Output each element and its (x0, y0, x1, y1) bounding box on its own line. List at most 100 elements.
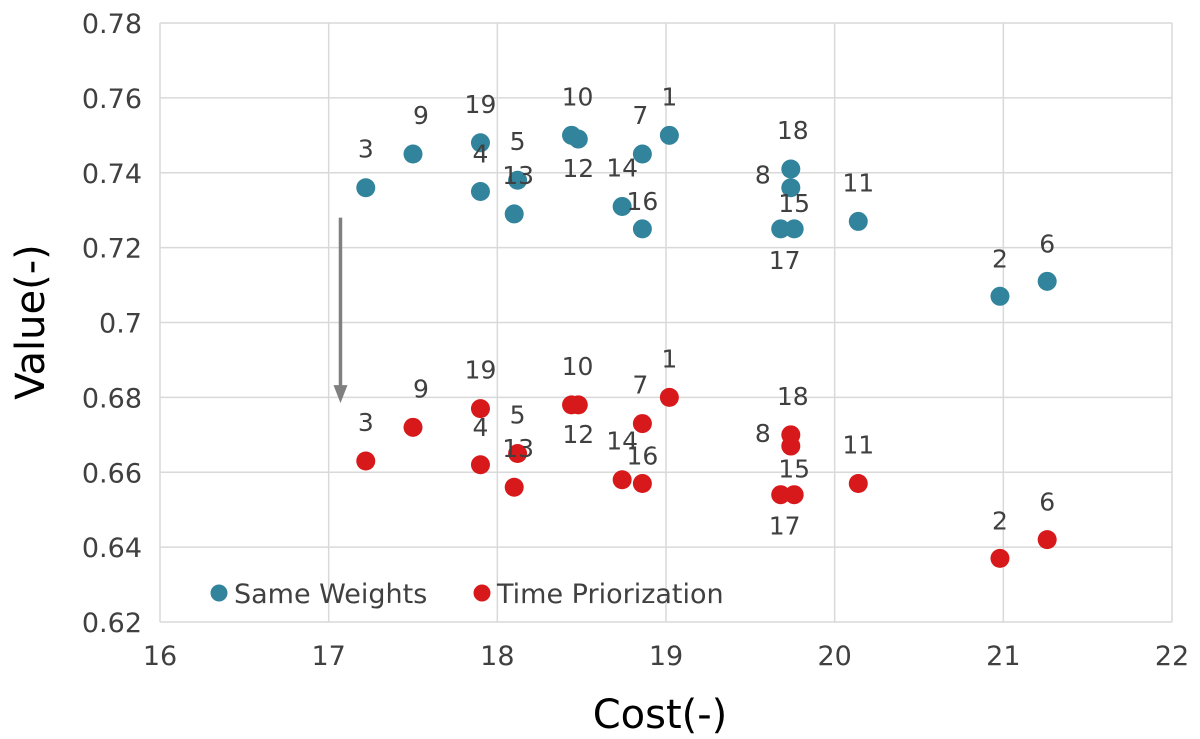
data-point (612, 470, 632, 490)
point-label: 17 (769, 246, 801, 275)
y-tick-label: 0.62 (82, 608, 142, 639)
data-point (771, 219, 791, 239)
point-label: 7 (632, 371, 648, 400)
data-point (781, 159, 801, 179)
point-label: 5 (510, 401, 526, 430)
point-label: 15 (778, 189, 810, 218)
point-label: 19 (465, 90, 497, 119)
data-points (356, 125, 1057, 568)
legend-marker (210, 584, 228, 602)
point-label: 17 (769, 512, 801, 541)
y-tick-label: 0.7 (99, 309, 142, 340)
data-point (771, 485, 791, 505)
x-tick-label: 21 (986, 641, 1020, 672)
data-point (403, 417, 423, 437)
y-tick-label: 0.68 (82, 383, 142, 414)
point-label: 9 (413, 374, 429, 403)
point-label: 8 (755, 419, 771, 448)
point-label: 2 (992, 244, 1008, 273)
point-label: 2 (992, 506, 1008, 535)
point-label: 10 (562, 82, 594, 111)
data-point (612, 196, 632, 216)
data-point (784, 219, 804, 239)
data-point (632, 219, 652, 239)
point-label: 16 (626, 187, 658, 216)
y-tick-label: 0.72 (82, 234, 142, 265)
x-tick-label: 22 (1155, 641, 1189, 672)
point-label: 10 (562, 352, 594, 381)
data-point (504, 204, 524, 224)
data-point (470, 455, 490, 475)
data-point (990, 286, 1010, 306)
data-point (568, 129, 588, 149)
data-point (470, 133, 490, 153)
y-tick-label: 0.78 (82, 9, 142, 40)
data-point (659, 387, 679, 407)
data-point (568, 395, 588, 415)
x-tick-label: 16 (143, 641, 177, 672)
point-label: 13 (502, 161, 534, 190)
data-point (659, 125, 679, 145)
point-label: 1 (661, 82, 677, 111)
y-tick-label: 0.66 (82, 458, 142, 489)
point-label: 12 (562, 420, 594, 449)
point-label: 6 (1039, 229, 1055, 258)
data-point (470, 181, 490, 201)
y-axis-title: Value(-) (8, 244, 54, 400)
data-point (990, 548, 1010, 568)
legend-label: Time Priorization (496, 579, 724, 610)
data-point (848, 473, 868, 493)
point-label: 4 (473, 139, 489, 168)
legend-marker (473, 584, 491, 602)
x-tick-label: 20 (817, 641, 851, 672)
point-label: 3 (358, 135, 374, 164)
point-label: 1 (661, 344, 677, 373)
data-point (470, 399, 490, 419)
point-label: 14 (606, 427, 638, 456)
data-point (632, 473, 652, 493)
data-point (356, 451, 376, 471)
point-label: 11 (842, 430, 874, 459)
point-label: 14 (606, 153, 638, 182)
point-label: 4 (473, 413, 489, 442)
data-point (1037, 271, 1057, 291)
data-point (632, 144, 652, 164)
legend: Same Weights Time Priorization (210, 579, 724, 610)
point-label: 9 (413, 101, 429, 130)
point-label: 7 (632, 101, 648, 130)
x-tick-label: 18 (480, 641, 514, 672)
point-label: 15 (778, 455, 810, 484)
point-label: 8 (755, 161, 771, 190)
point-label: 11 (842, 168, 874, 197)
data-point (508, 170, 528, 190)
point-label: 18 (777, 382, 809, 411)
point-label: 13 (502, 434, 534, 463)
data-point (632, 414, 652, 434)
point-label: 16 (626, 441, 658, 470)
data-point (784, 485, 804, 505)
y-tick-label: 0.76 (82, 84, 142, 115)
data-point (848, 211, 868, 231)
point-label: 5 (510, 127, 526, 156)
x-axis-title: Cost(-) (593, 692, 728, 738)
legend-label: Same Weights (234, 579, 427, 610)
data-point (356, 178, 376, 198)
data-point (403, 144, 423, 164)
point-label: 3 (358, 408, 374, 437)
arrow-head (333, 385, 348, 404)
point-label: 19 (465, 356, 497, 385)
data-point (504, 477, 524, 497)
x-tick-label: 17 (311, 641, 345, 672)
point-label: 12 (562, 154, 594, 183)
y-tick-label: 0.74 (82, 159, 142, 190)
data-point (781, 178, 801, 198)
grid (159, 22, 1173, 623)
x-tick-label: 19 (649, 641, 683, 672)
y-tick-label: 0.64 (82, 533, 142, 564)
point-label: 6 (1039, 488, 1055, 517)
data-point (781, 425, 801, 445)
